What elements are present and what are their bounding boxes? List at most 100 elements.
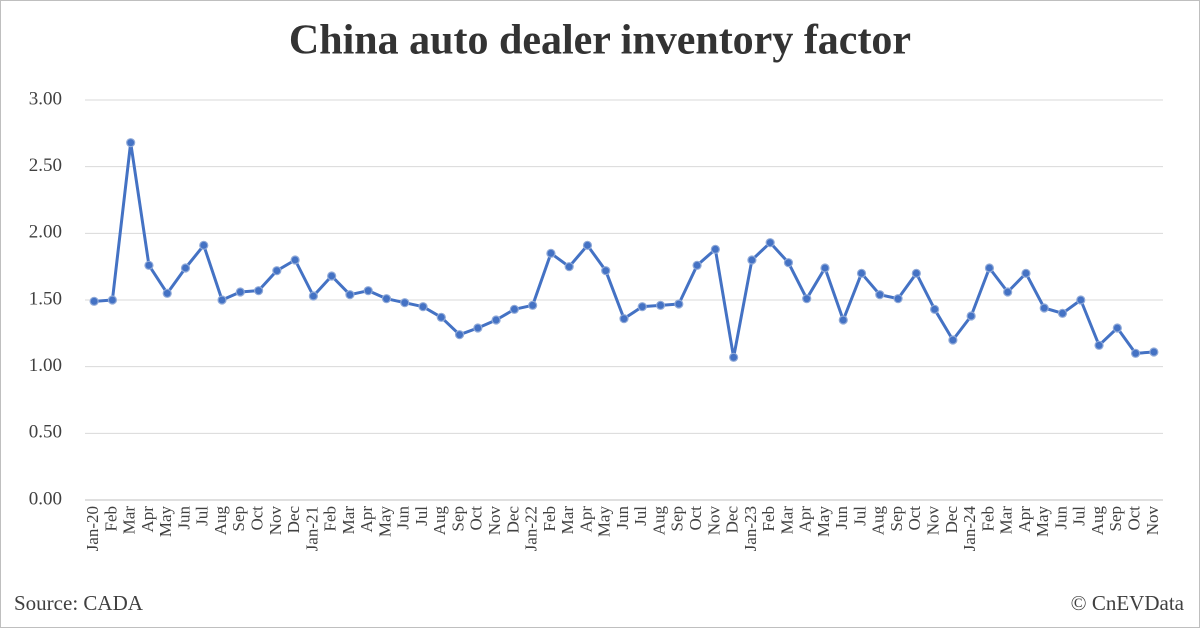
x-tick-label: May — [375, 506, 394, 538]
x-tick-label: Mar — [997, 506, 1016, 535]
x-tick-label: Apr — [576, 506, 595, 533]
data-point — [619, 314, 629, 324]
data-point — [582, 240, 593, 250]
x-tick-label: Jun — [174, 506, 193, 530]
x-tick-label: Jul — [193, 506, 212, 526]
x-tick-label: Aug — [869, 506, 888, 536]
data-point — [1149, 347, 1159, 357]
data-point — [820, 263, 830, 273]
x-tick-label: Jun — [394, 506, 413, 530]
data-point — [290, 255, 300, 265]
data-point — [180, 263, 191, 273]
data-point — [345, 290, 355, 300]
x-tick-label: May — [814, 506, 833, 538]
x-tick-label: Jul — [1070, 506, 1089, 526]
data-point — [765, 238, 775, 248]
x-tick-label: Feb — [540, 506, 559, 532]
x-tick-label: Sep — [668, 506, 687, 532]
x-tick-label: Aug — [430, 506, 449, 536]
x-tick-label: Mar — [558, 506, 577, 535]
y-tick-label: 2.00 — [29, 222, 62, 243]
x-tick-label: Jan-23 — [741, 506, 760, 551]
x-tick-label: May — [156, 506, 175, 538]
data-point — [875, 290, 885, 300]
data-point — [144, 260, 154, 270]
data-point — [729, 352, 739, 362]
data-point — [235, 287, 245, 297]
x-tick-label: Nov — [704, 506, 723, 536]
y-tick-label: 1.00 — [29, 355, 62, 376]
data-point — [126, 138, 136, 148]
x-tick-label: Mar — [120, 506, 139, 535]
data-point — [381, 294, 392, 304]
x-tick-label: Feb — [101, 506, 120, 532]
x-tick-label: Feb — [759, 506, 778, 532]
data-point — [564, 262, 574, 272]
x-tick-label: Dec — [942, 506, 961, 534]
chart-title: China auto dealer inventory factor — [289, 18, 911, 64]
data-point — [199, 240, 209, 250]
x-tick-label: Sep — [229, 506, 248, 532]
x-tick-label: Aug — [649, 506, 668, 536]
x-tick-label: Feb — [978, 506, 997, 532]
x-tick-label: Oct — [905, 506, 924, 531]
data-point — [692, 260, 702, 270]
data-point — [1039, 303, 1049, 313]
data-point — [984, 263, 995, 273]
data-point — [783, 258, 794, 268]
x-tick-label: Apr — [796, 506, 815, 533]
data-point — [308, 291, 318, 301]
x-tick-label: Apr — [138, 506, 157, 533]
data-point — [802, 294, 812, 304]
x-tick-label: Apr — [1015, 506, 1034, 533]
y-tick-label: 0.50 — [29, 422, 62, 443]
x-tick-label: Jan-24 — [960, 506, 979, 552]
data-point — [1094, 340, 1104, 350]
data-point — [637, 302, 647, 312]
data-point — [528, 300, 538, 310]
data-point — [856, 268, 867, 278]
x-tick-label: Dec — [723, 506, 742, 534]
x-tick-label: Aug — [211, 506, 230, 536]
source-note: Source: CADA — [14, 591, 144, 615]
data-point — [327, 271, 337, 281]
x-tick-label: Mar — [339, 506, 358, 535]
x-tick-label: Sep — [448, 506, 467, 532]
data-point — [655, 300, 666, 310]
x-tick-label: Nov — [924, 506, 943, 536]
x-tick-label: Nov — [266, 506, 285, 536]
x-tick-label: Dec — [503, 506, 522, 534]
data-point — [1057, 308, 1068, 318]
x-tick-label: Aug — [1088, 506, 1107, 536]
y-tick-label: 0.00 — [29, 488, 62, 509]
credit-note: © CnEVData — [1071, 591, 1185, 615]
x-tick-label: Jan-20 — [83, 506, 102, 551]
data-point — [948, 335, 958, 345]
data-point — [217, 295, 227, 305]
data-point — [966, 311, 976, 321]
data-point — [436, 312, 446, 322]
data-point — [253, 286, 264, 296]
data-point — [601, 266, 611, 276]
x-tick-label: Mar — [777, 506, 796, 535]
data-point — [710, 244, 720, 254]
x-tick-label: Jan-22 — [522, 506, 541, 551]
x-tick-label: Nov — [1143, 506, 1162, 536]
x-tick-label: Oct — [247, 506, 266, 531]
x-tick-label: Sep — [1106, 506, 1125, 532]
x-tick-label: Oct — [467, 506, 486, 531]
x-tick-label: May — [595, 506, 614, 538]
data-point — [400, 298, 410, 308]
x-tick-label: Jun — [613, 506, 632, 530]
data-point — [747, 255, 757, 265]
x-tick-label: Jan-21 — [302, 506, 321, 551]
data-point — [454, 330, 465, 340]
y-tick-label: 2.50 — [29, 155, 62, 176]
x-tick-label: Nov — [485, 506, 504, 536]
x-tick-label: Jul — [850, 506, 869, 526]
data-point — [363, 286, 373, 296]
x-tick-label: May — [1033, 506, 1052, 538]
data-point — [1112, 323, 1122, 333]
